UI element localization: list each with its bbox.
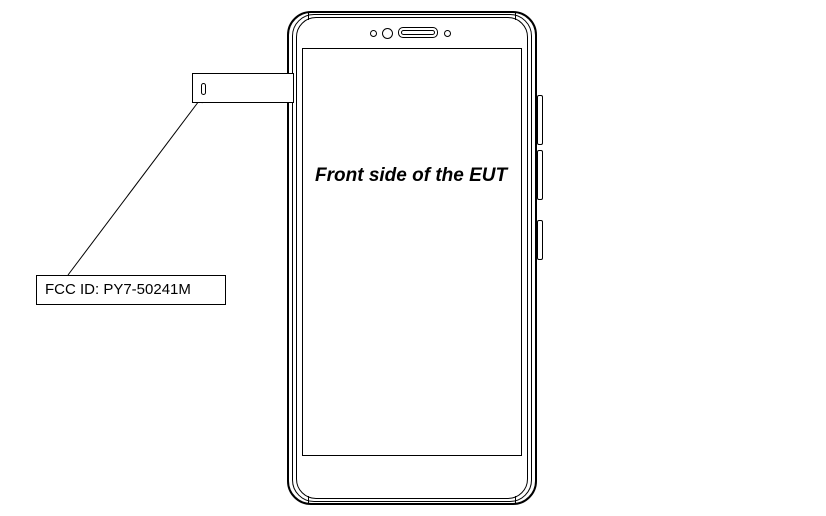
sim-tray <box>192 73 294 103</box>
sim-eject-hole <box>201 83 206 95</box>
callout-arrow <box>0 0 826 516</box>
